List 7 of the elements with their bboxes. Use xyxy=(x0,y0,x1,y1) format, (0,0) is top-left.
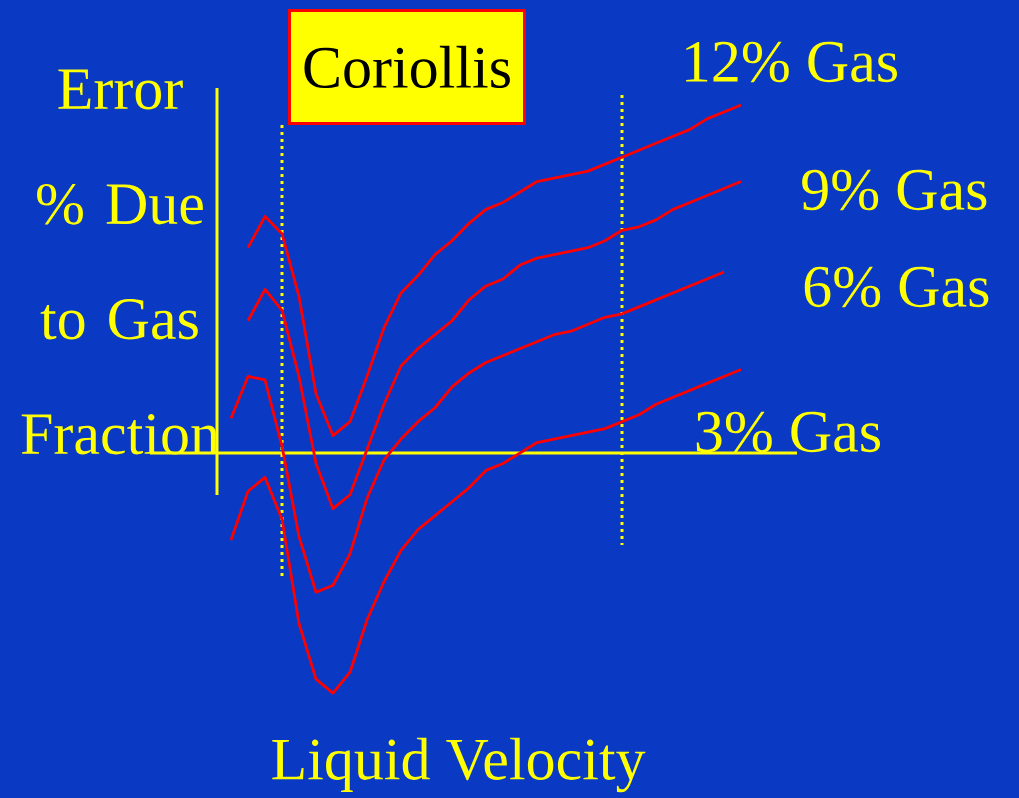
series-label: 12% Gas xyxy=(686,41,897,83)
text: Error % Due to Gas Fraction xyxy=(21,69,220,455)
series-label: 6% Gas xyxy=(804,266,989,308)
x-axis-title: Liquid Velocity xyxy=(272,737,646,793)
chart-title: Coriollis xyxy=(304,45,510,89)
series-label: 9% Gas xyxy=(802,169,987,211)
series-label: 3% Gas xyxy=(696,411,880,453)
